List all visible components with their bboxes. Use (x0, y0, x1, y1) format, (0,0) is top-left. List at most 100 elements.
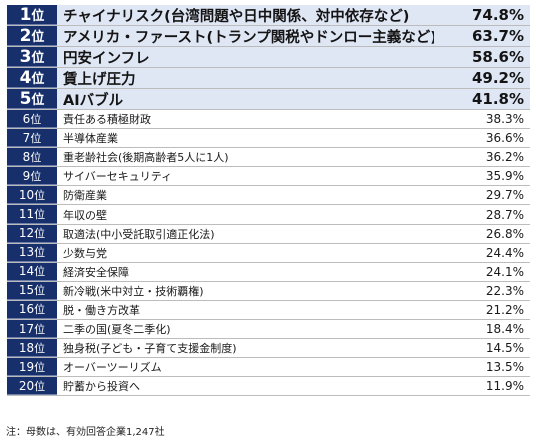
rank-number: 17 (18, 321, 35, 336)
rank-row: 9 位サイバーセキュリティ 35.9% (7, 167, 530, 187)
category-label: 貯蓄から投資へ (63, 380, 140, 394)
rank-suffix: 位 (30, 131, 42, 145)
category-label: 半導体産業 (63, 132, 118, 146)
rank-number: 3 (19, 46, 32, 67)
category-label: オーバーツーリズム (63, 361, 162, 375)
value-label: 36.2% (485, 150, 524, 165)
category-label: 経済安全保障 (63, 265, 129, 279)
rank-suffix: 位 (30, 150, 42, 164)
value-label: 21.2% (485, 302, 524, 317)
rank-number: 15 (18, 283, 35, 298)
rank-number: 14 (18, 264, 35, 279)
footnote: 注：母数は、有効回答企業1,247社 (6, 427, 165, 438)
rank-number: 16 (18, 302, 35, 317)
rank-cell: 18 位 (7, 339, 57, 358)
rank-row: 15 位新冷戦(米中対立・技術覇権) 22.3% (7, 281, 530, 301)
value-label: 36.6% (485, 131, 524, 146)
value-label: 13.5% (485, 360, 524, 375)
category-label: 防衛産業 (63, 189, 107, 203)
rank-suffix: 位 (34, 341, 46, 355)
category-label: 重老齢社会(後期高齢者5人に1人) (63, 151, 229, 165)
rank-suffix: 位 (30, 112, 42, 126)
rank-suffix: 位 (34, 188, 46, 202)
rank-number: 13 (18, 245, 35, 260)
value-label: 58.6% (471, 48, 524, 66)
value-label: 24.1% (485, 264, 524, 279)
rank-number: 11 (18, 207, 35, 222)
rank-cell: 17 位 (7, 320, 57, 339)
value-label: 11.9% (485, 379, 524, 394)
value-label: 49.2% (471, 69, 524, 87)
category-label: サイバーセキュリティ (63, 170, 173, 184)
rank-cell: 15 位 (7, 281, 57, 300)
rank-suffix: 位 (34, 284, 46, 298)
category-label: 年収の壁 (63, 208, 107, 222)
rank-suffix: 位 (34, 303, 46, 317)
value-label: 26.8% (485, 226, 524, 241)
rank-suffix: 位 (34, 360, 46, 374)
category-label: 円安インフレ (63, 50, 150, 67)
rank-row: 20 位貯蓄から投資へ 11.9% (7, 377, 530, 397)
rank-suffix: 位 (31, 51, 45, 66)
value-label: 74.8% (471, 6, 524, 24)
rank-cell: 11 位 (7, 205, 57, 224)
rank-row: 8 位重老齢社会(後期高齢者5人に1人) 36.2% (7, 148, 530, 168)
rank-suffix: 位 (34, 246, 46, 260)
rank-number: 19 (18, 359, 35, 374)
rank-suffix: 位 (31, 30, 45, 45)
rank-suffix: 位 (31, 9, 45, 24)
rank-row: 7 位半導体産業 36.6% (7, 129, 530, 149)
rank-cell: 19 位 (7, 358, 57, 377)
rank-row: 16 位脱・働き方改革 21.2% (7, 300, 530, 321)
rank-row: 5 位 AIバブル 41.8% (7, 89, 530, 110)
category-label: アメリカ・ファースト(トランプ関税やドンロー主義など) (63, 29, 434, 46)
value-label: 29.7% (485, 188, 524, 203)
rank-row: 14 位経済安全保障 24.1% (7, 262, 530, 282)
rank-suffix: 位 (31, 72, 45, 87)
category-label: 取適法(中小受託取引適正化法) (63, 227, 215, 241)
value-label: 41.8% (471, 90, 524, 108)
rank-cell: 14 位 (7, 262, 57, 281)
rank-number: 6 (22, 111, 31, 126)
category-label: 新冷戦(米中対立・技術覇権) (63, 284, 204, 298)
category-label: 賃上げ圧力 (63, 71, 136, 88)
rank-number: 8 (22, 149, 31, 164)
rank-row: 13 位少数与党 24.4% (7, 243, 530, 263)
rank-cell: 16 位 (7, 300, 57, 320)
rank-suffix: 位 (30, 169, 42, 183)
rank-row: 11 位年収の壁 28.7% (7, 205, 530, 225)
rank-row: 12 位取適法(中小受託取引適正化法) 26.8% (7, 224, 530, 244)
category-label: 脱・働き方改革 (63, 303, 140, 317)
value-label: 18.4% (485, 322, 524, 337)
value-label: 28.7% (485, 207, 524, 222)
rank-number: 18 (18, 340, 35, 355)
category-label: 責任ある積極財政 (63, 113, 151, 127)
rank-cell: 10 位 (7, 186, 57, 205)
value-label: 22.3% (485, 283, 524, 298)
category-label: 二季の国(夏冬二季化) (63, 323, 171, 337)
rank-row: 10 位防衛産業 29.7% (7, 186, 530, 206)
rank-suffix: 位 (34, 322, 46, 336)
rank-number: 10 (18, 187, 35, 202)
rank-row: 2 位アメリカ・ファースト(トランプ関税やドンロー主義など) 63.7% (7, 26, 530, 47)
value-label: 38.3% (485, 112, 524, 127)
rank-row: 18 位独身税(子ども・子育て支援金制度) 14.5% (7, 339, 530, 359)
rank-cell: 13 位 (7, 243, 57, 262)
category-label: 少数与党 (63, 246, 107, 260)
rank-number: 2 (19, 25, 32, 46)
rank-row: 19 位オーバーツーリズム 13.5% (7, 358, 530, 378)
value-label: 24.4% (485, 245, 524, 260)
category-label: AIバブル (63, 92, 124, 109)
value-label: 14.5% (485, 341, 524, 356)
rank-number: 1 (19, 4, 32, 25)
rank-suffix: 位 (34, 379, 46, 393)
